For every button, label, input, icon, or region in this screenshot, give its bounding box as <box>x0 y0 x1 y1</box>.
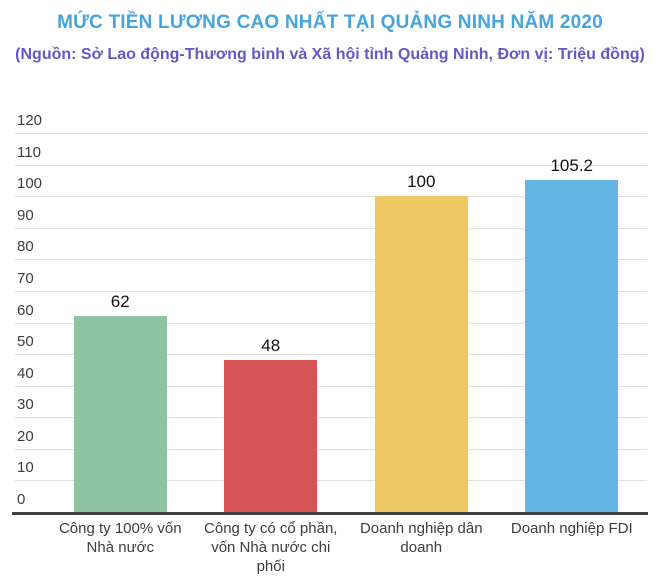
chart-subtitle: (Nguồn: Sở Lao động-Thương binh và Xã hộ… <box>15 46 645 63</box>
y-axis-tick-label-100: 100 <box>17 175 43 193</box>
y-axis-tick-label-50: 50 <box>17 333 34 351</box>
bar-value-label-3: 100 <box>407 172 436 192</box>
gridline-40 <box>15 385 647 387</box>
gridline-10 <box>15 480 647 482</box>
gridline-60 <box>15 322 647 324</box>
y-axis-tick-label-60: 60 <box>17 301 34 319</box>
gridline-100 <box>15 196 647 198</box>
y-axis-tick-label-120: 120 <box>17 112 43 129</box>
gridline-120 <box>15 133 647 134</box>
bar-3 <box>374 196 468 512</box>
bar-1 <box>73 316 167 512</box>
bar-value-label-1: 62 <box>110 292 130 312</box>
y-axis-tick-label-10: 10 <box>17 459 34 477</box>
x-axis-category-label-4: Doanh nghiệp FDI <box>510 520 633 537</box>
y-axis-tick-label-40: 40 <box>17 364 34 382</box>
y-axis-tick-label-70: 70 <box>17 269 34 287</box>
y-axis-tick-label-110: 110 <box>17 143 41 161</box>
y-axis-tick-label-30: 30 <box>17 396 34 414</box>
x-axis-baseline <box>12 512 648 515</box>
gridline-80 <box>15 259 647 261</box>
y-axis-tick-label-0: 0 <box>17 491 26 508</box>
gridline-30 <box>15 417 647 419</box>
gridline-70 <box>15 290 647 292</box>
gridline-50 <box>15 354 647 356</box>
y-axis-tick-label-90: 90 <box>17 206 34 224</box>
gridline-110 <box>15 164 647 166</box>
bar-4 <box>525 179 619 512</box>
bar-value-label-2: 48 <box>261 336 281 356</box>
x-axis-category-label-1: Công ty 100% vốn Nhà nước <box>58 520 182 556</box>
bar-2 <box>224 360 318 512</box>
gridline-90 <box>15 227 647 229</box>
y-axis-tick-label-20: 20 <box>17 427 34 445</box>
y-axis-tick-label-80: 80 <box>17 238 34 256</box>
chart-title: MỨC TIỀN LƯƠNG CAO NHẤT TẠI QUẢNG NINH N… <box>57 12 603 33</box>
gridline-20 <box>15 448 647 450</box>
x-axis-category-label-2: Công ty có cổ phần, vốn Nhà nước chi phố… <box>204 520 338 575</box>
bar-value-label-4: 105.2 <box>550 155 594 175</box>
x-axis-category-label-3: Doanh nghiệp dân doanh <box>359 520 483 556</box>
